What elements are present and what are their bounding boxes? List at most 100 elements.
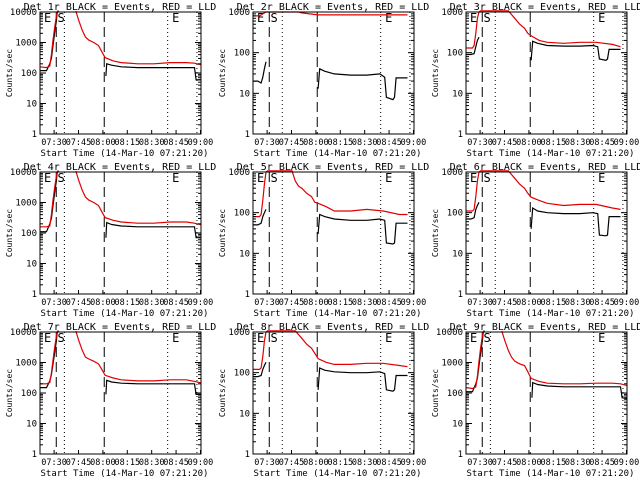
state-marker: S <box>58 11 65 25</box>
x-tick-label: 07:45 <box>66 458 92 468</box>
state-marker: S <box>271 171 278 185</box>
y-tick-label: 1 <box>32 450 37 460</box>
state-marker: E <box>385 11 392 25</box>
x-axis-label: Start Time (14-Mar-10 07:21:20) <box>467 149 635 159</box>
x-tick-label: 07:30 <box>254 298 280 308</box>
state-marker: E <box>470 11 477 25</box>
y-axis-label: Counts/sec <box>218 369 227 417</box>
x-tick-label: 08:00 <box>303 458 329 468</box>
y-tick-label: 10 <box>452 89 463 99</box>
y-tick-label: 1000 <box>441 8 463 18</box>
x-tick-label: 07:30 <box>467 298 493 308</box>
x-tick-label: 08:45 <box>589 138 615 148</box>
y-tick-label: 10000 <box>10 168 37 178</box>
x-tick-label: 09:00 <box>401 298 427 308</box>
x-tick-label: 07:45 <box>492 298 518 308</box>
y-tick-label: 1 <box>245 130 250 140</box>
x-tick-label: 08:15 <box>114 458 140 468</box>
y-tick-label: 10 <box>452 420 463 430</box>
y-tick-label: 1000 <box>15 359 37 369</box>
x-tick-label: 09:00 <box>188 138 214 148</box>
state-marker: E <box>257 11 264 25</box>
y-axis-label: Counts/sec <box>431 209 440 257</box>
x-tick-label: 08:45 <box>163 298 189 308</box>
state-marker: E <box>385 171 392 185</box>
x-tick-label: 07:45 <box>279 298 305 308</box>
x-tick-label: 08:30 <box>565 458 591 468</box>
y-tick-label: 1000 <box>228 8 250 18</box>
x-tick-label: 08:30 <box>565 298 591 308</box>
x-tick-label: 08:00 <box>303 138 329 148</box>
x-axis-label: Start Time (14-Mar-10 07:21:20) <box>254 149 422 159</box>
state-marker: E <box>257 171 264 185</box>
events-series-line <box>253 362 408 392</box>
x-axis-label: Start Time (14-Mar-10 07:21:20) <box>467 309 635 319</box>
y-axis-label: Counts/sec <box>5 49 14 97</box>
y-tick-label: 1000 <box>15 39 37 49</box>
lld-series-line <box>253 170 408 218</box>
y-tick-label: 10000 <box>10 328 37 338</box>
x-tick-label: 07:30 <box>41 298 67 308</box>
y-tick-label: 1 <box>458 130 463 140</box>
x-axis-label: Start Time (14-Mar-10 07:21:20) <box>41 469 209 479</box>
y-axis-label: Counts/sec <box>431 369 440 417</box>
x-axis-label: Start Time (14-Mar-10 07:21:20) <box>41 309 209 319</box>
y-tick-label: 10 <box>239 89 250 99</box>
x-tick-label: 07:45 <box>279 458 305 468</box>
events-series-line <box>40 330 201 395</box>
x-tick-label: 08:30 <box>139 298 165 308</box>
y-tick-label: 100 <box>234 49 250 59</box>
x-tick-label: 07:45 <box>66 138 92 148</box>
x-axis-label: Start Time (14-Mar-10 07:21:20) <box>254 469 422 479</box>
events-series-line <box>40 10 201 81</box>
y-axis-label: Counts/sec <box>5 209 14 257</box>
x-tick-label: 07:30 <box>41 138 67 148</box>
plot-frame <box>252 11 415 135</box>
panel-title: Det 1r BLACK = Events, RED = LLD <box>24 2 217 13</box>
state-marker: E <box>172 11 179 25</box>
lld-series-line <box>466 170 621 212</box>
state-marker: S <box>58 171 65 185</box>
x-tick-label: 09:00 <box>614 298 640 308</box>
x-tick-label: 07:30 <box>467 458 493 468</box>
x-axis-label: Start Time (14-Mar-10 07:21:20) <box>467 469 635 479</box>
x-tick-label: 09:00 <box>188 458 214 468</box>
x-tick-label: 08:30 <box>139 458 165 468</box>
state-marker: E <box>44 171 51 185</box>
x-tick-label: 08:30 <box>139 138 165 148</box>
events-series-line <box>466 36 621 61</box>
state-marker: E <box>257 331 264 345</box>
y-tick-label: 1 <box>458 290 463 300</box>
x-tick-label: 07:30 <box>254 138 280 148</box>
x-tick-label: 08:30 <box>565 138 591 148</box>
x-tick-label: 08:00 <box>516 138 542 148</box>
y-tick-label: 100 <box>234 209 250 219</box>
state-marker: S <box>484 11 491 25</box>
x-tick-label: 07:45 <box>66 298 92 308</box>
x-tick-label: 08:45 <box>163 458 189 468</box>
y-tick-label: 1000 <box>441 168 463 178</box>
panel-title: Det 8r BLACK = Events, RED = LLD <box>237 322 430 333</box>
x-tick-label: 07:45 <box>492 138 518 148</box>
y-tick-label: 1 <box>32 290 37 300</box>
state-marker: E <box>598 11 605 25</box>
state-marker: S <box>271 11 278 25</box>
y-tick-label: 10 <box>26 420 37 430</box>
x-tick-label: 07:30 <box>254 458 280 468</box>
x-tick-label: 08:45 <box>376 138 402 148</box>
y-axis-label: Counts/sec <box>218 49 227 97</box>
lld-series-line <box>253 11 408 17</box>
x-tick-label: 08:15 <box>540 458 566 468</box>
y-tick-label: 1000 <box>228 168 250 178</box>
y-tick-label: 100 <box>447 389 463 399</box>
y-tick-label: 1 <box>245 450 250 460</box>
plot-frame <box>252 171 415 295</box>
x-tick-label: 08:45 <box>163 138 189 148</box>
events-series-line <box>40 170 201 239</box>
y-tick-label: 10 <box>452 249 463 259</box>
x-tick-label: 08:45 <box>589 298 615 308</box>
state-marker: S <box>484 171 491 185</box>
